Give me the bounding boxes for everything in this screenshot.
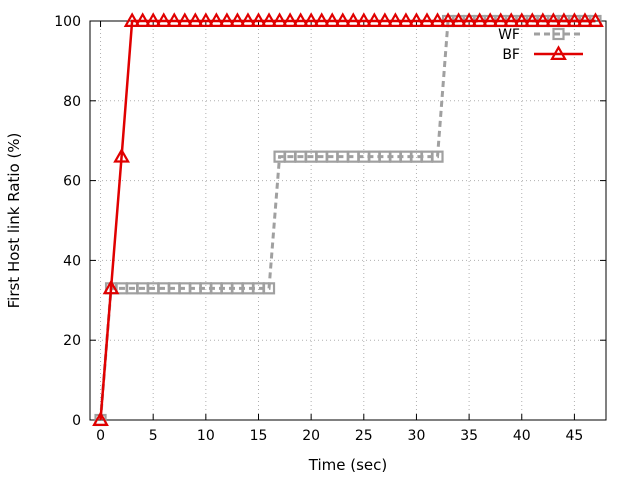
y-tick-label: 100 [54, 14, 81, 30]
grid-lines [90, 21, 606, 420]
data-point-bf [197, 12, 215, 27]
x-tick-label: 35 [460, 428, 478, 444]
data-point-bf [334, 12, 352, 27]
data-point-bf [292, 12, 310, 27]
series-wf [94, 14, 602, 427]
y-tick-label: 0 [72, 413, 81, 429]
data-point-bf [92, 411, 109, 426]
data-point-bf [250, 12, 267, 27]
data-point-bf [344, 12, 362, 27]
axis-ticks: 0 5 10 15 20 25 30 35 40 45 0 20 40 60 80 100 [54, 14, 606, 444]
data-point-bf [323, 12, 341, 27]
legend: WF BF [498, 27, 583, 63]
data-point-bf [271, 12, 288, 27]
data-point-bf [587, 12, 604, 27]
data-point-bf [544, 12, 562, 27]
data-point-bf [460, 12, 478, 27]
data-point-bf [218, 12, 236, 27]
data-point-bf [492, 12, 510, 27]
data-point-bf [229, 12, 246, 27]
data-point-bf [513, 12, 531, 27]
legend-item-bf: BF [502, 45, 583, 63]
y-tick-label: 80 [63, 94, 81, 110]
data-point-bf [123, 12, 141, 27]
data-point-bf [281, 12, 299, 27]
data-point-bf [313, 12, 331, 27]
x-tick-label: 25 [355, 428, 373, 444]
legend-marker-wf [552, 27, 565, 41]
legend-label-wf: WF [498, 27, 520, 43]
x-axis-title: Time (sec) [308, 456, 387, 474]
y-tick-label: 20 [63, 333, 81, 349]
data-point-bf [165, 12, 183, 27]
data-point-bf [576, 12, 594, 27]
y-axis-title: First Host link Ratio (%) [5, 133, 23, 309]
data-point-bf [439, 12, 457, 27]
data-point-bf [481, 12, 499, 27]
data-point-bf [566, 12, 583, 27]
data-point-bf [429, 12, 446, 27]
data-point-bf [302, 12, 320, 27]
data-point-bf [155, 12, 173, 27]
data-point-bf [418, 12, 436, 27]
data-point-bf [534, 12, 552, 27]
y-tick-label: 60 [63, 174, 81, 190]
data-point-bf [355, 12, 373, 27]
legend-label-bf: BF [502, 47, 520, 63]
x-tick-label: 15 [250, 428, 268, 444]
data-point-bf [176, 12, 194, 27]
series-line-wf [99, 19, 596, 421]
data-point-bf [260, 12, 278, 27]
x-tick-label: 30 [408, 428, 426, 444]
data-point-bf [502, 12, 520, 27]
data-point-bf [471, 12, 489, 27]
series-layer [92, 12, 604, 427]
x-tick-label: 0 [96, 428, 105, 444]
legend-marker-bf [550, 45, 567, 60]
x-tick-label: 10 [197, 428, 215, 444]
data-point-bf [113, 147, 130, 163]
data-point-bf [397, 12, 415, 27]
data-point-bf [102, 279, 120, 295]
data-point-wf [262, 282, 276, 295]
series-bf [92, 12, 604, 426]
data-point-bf [408, 12, 425, 27]
data-point-bf [144, 12, 162, 27]
data-point-bf [239, 12, 257, 27]
data-point-wf [431, 150, 444, 163]
plot-area-frame [89, 20, 607, 421]
data-point-bf [376, 12, 394, 27]
data-point-bf [523, 12, 541, 27]
x-tick-label: 45 [565, 428, 583, 444]
x-tick-label: 5 [149, 428, 158, 444]
data-point-bf [134, 12, 152, 27]
series-line-bf [99, 19, 596, 421]
data-point-bf [186, 12, 204, 27]
data-point-bf [207, 12, 225, 27]
x-tick-label: 20 [302, 428, 320, 444]
data-point-bf [555, 12, 573, 27]
legend-item-wf: WF [498, 27, 583, 43]
y-tick-label: 40 [63, 253, 81, 269]
data-point-bf [450, 12, 467, 27]
data-point-bf [386, 12, 404, 27]
x-tick-label: 40 [513, 428, 531, 444]
data-point-bf [365, 12, 383, 27]
